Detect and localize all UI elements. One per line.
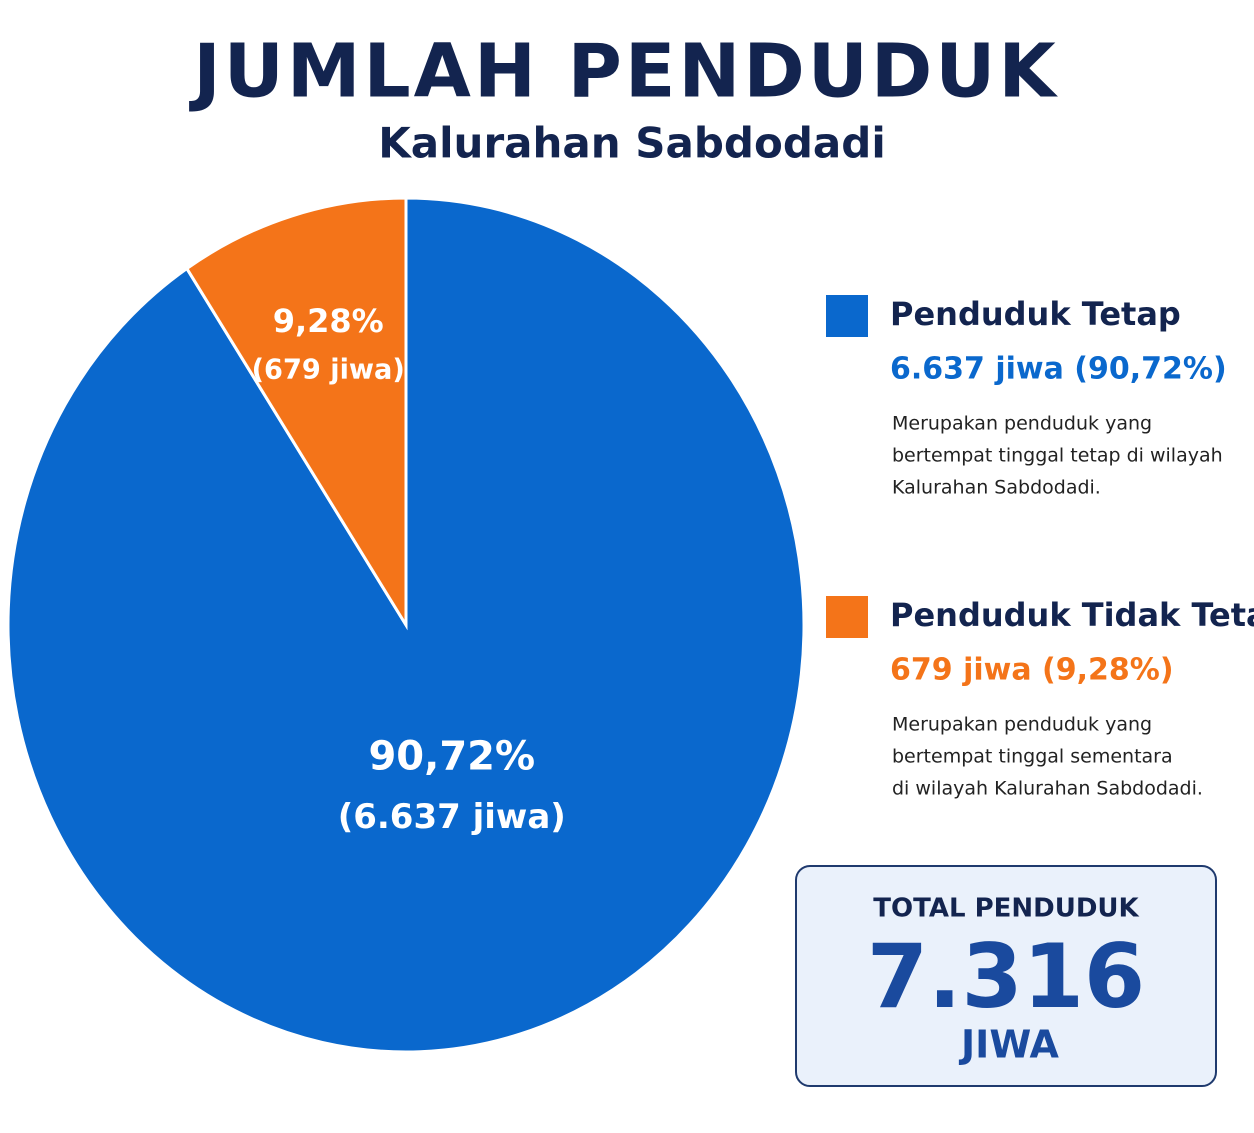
total-value: 7.316 xyxy=(867,925,1145,1028)
slice-count-label: (6.637 jiwa) xyxy=(338,797,566,837)
chart-subtitle: Kalurahan Sabdodadi xyxy=(378,119,885,168)
legend-label: Penduduk Tetap xyxy=(890,295,1181,333)
pie-slice xyxy=(184,196,408,631)
legend-swatch xyxy=(826,295,868,337)
total-label: TOTAL PENDUDUK xyxy=(873,894,1139,924)
legend-description: Merupakan penduduk yang xyxy=(892,413,1152,435)
legend-description: bertempat tinggal tetap di wilayah xyxy=(892,445,1223,467)
legend-value: 6.637 jiwa (90,72%) xyxy=(890,352,1227,387)
legend-swatch xyxy=(826,596,868,638)
legend-label: Penduduk Tidak Tetap xyxy=(890,596,1254,634)
slice-count-label: (679 jiwa) xyxy=(252,354,405,385)
legend-description: bertempat tinggal sementara xyxy=(892,746,1173,768)
chart-title: JUMLAH PENDUDUK xyxy=(188,29,1058,115)
legend-description: di wilayah Kalurahan Sabdodadi. xyxy=(892,778,1203,800)
total-unit: JIWA xyxy=(958,1023,1059,1067)
slice-percent-label: 9,28% xyxy=(273,302,384,340)
legend-value: 679 jiwa (9,28%) xyxy=(890,653,1174,688)
slice-percent-label: 90,72% xyxy=(368,734,535,780)
legend-description: Kalurahan Sabdodadi. xyxy=(892,477,1101,499)
legend-description: Merupakan penduduk yang xyxy=(892,714,1152,736)
total-box xyxy=(795,865,1217,1087)
